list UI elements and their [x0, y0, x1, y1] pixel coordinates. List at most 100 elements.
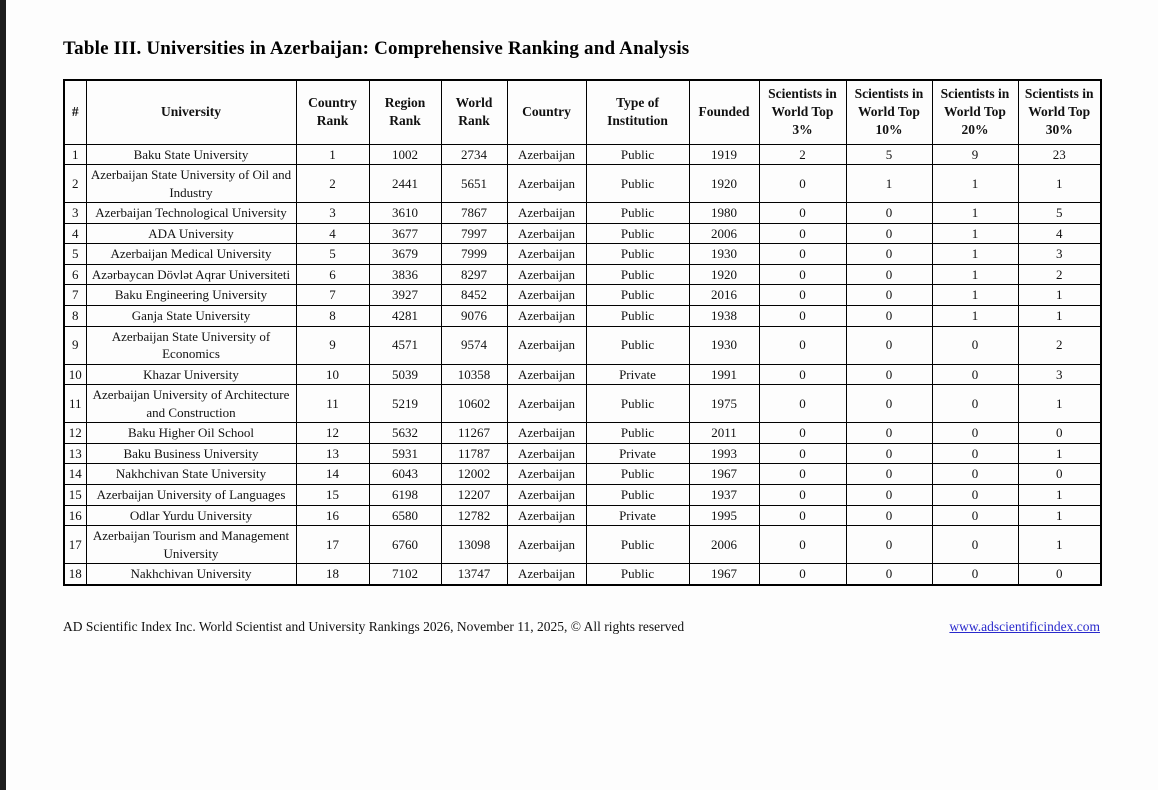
cell-: 2 — [63, 164, 87, 204]
cell-region-rank: 5039 — [368, 363, 442, 386]
cell-region-rank: 3677 — [368, 222, 442, 245]
cell-country-rank: 10 — [295, 363, 370, 386]
cell-scientists-in-world-top-30: 2 — [1017, 325, 1102, 365]
cell-scientists-in-world-top-10: 0 — [845, 525, 933, 565]
cell-type-of-institution: Public — [585, 222, 690, 245]
cell-world-rank: 7999 — [440, 243, 508, 265]
cell-country-rank: 7 — [295, 284, 370, 307]
cell-scientists-in-world-top-20: 1 — [931, 222, 1019, 245]
cell-scientists-in-world-top-30: 4 — [1017, 222, 1102, 245]
cell-founded: 2006 — [688, 525, 760, 565]
cell-country: Azerbaijan — [506, 263, 587, 286]
cell-country: Azerbaijan — [506, 202, 587, 224]
cell-: 14 — [63, 463, 87, 485]
cell-: 6 — [63, 263, 87, 286]
cell-university: Odlar Yurdu University — [85, 504, 297, 527]
table-row: 16 Odlar Yurdu University 16 6580 12782 Azerb… — [63, 504, 1102, 527]
cell-scientists-in-world-top-30: 0 — [1017, 422, 1102, 444]
cell-: 5 — [63, 243, 87, 265]
cell-type-of-institution: Public — [585, 463, 690, 485]
cell-region-rank: 6580 — [368, 504, 442, 527]
cell-world-rank: 10358 — [440, 363, 508, 386]
cell-country: Azerbaijan — [506, 384, 587, 424]
cell-scientists-in-world-top-20: 0 — [931, 483, 1019, 506]
cell-scientists-in-world-top-20: 0 — [931, 563, 1019, 586]
cell-scientists-in-world-top-20: 0 — [931, 325, 1019, 365]
cell-scientists-in-world-top-20: 0 — [931, 463, 1019, 485]
cell-region-rank: 3679 — [368, 243, 442, 265]
column-header-5: Country — [506, 79, 587, 145]
cell-type-of-institution: Public — [585, 525, 690, 565]
cell-founded: 1919 — [688, 143, 760, 166]
cell-region-rank: 1002 — [368, 143, 442, 166]
cell-world-rank: 9574 — [440, 325, 508, 365]
cell-founded: 1967 — [688, 463, 760, 485]
footer-website-link[interactable]: www.adscientificindex.com — [949, 618, 1100, 634]
cell-region-rank: 5632 — [368, 422, 442, 444]
cell-scientists-in-world-top-20: 9 — [931, 143, 1019, 166]
cell-university: Nakhchivan State University — [85, 463, 297, 485]
cell-type-of-institution: Private — [585, 442, 690, 465]
cell-country-rank: 4 — [295, 222, 370, 245]
cell-scientists-in-world-top-3: 0 — [758, 422, 847, 444]
cell-scientists-in-world-top-10: 5 — [845, 143, 933, 166]
cell-country: Azerbaijan — [506, 442, 587, 465]
cell-scientists-in-world-top-10: 0 — [845, 463, 933, 485]
cell-: 9 — [63, 325, 87, 365]
cell-region-rank: 6043 — [368, 463, 442, 485]
cell-country: Azerbaijan — [506, 243, 587, 265]
cell-university: Azerbaijan State University of Oil and I… — [85, 164, 297, 204]
cell-scientists-in-world-top-10: 0 — [845, 384, 933, 424]
cell-: 1 — [63, 143, 87, 166]
column-header-2: Country Rank — [295, 79, 370, 145]
cell-country-rank: 2 — [295, 164, 370, 204]
cell-type-of-institution: Public — [585, 483, 690, 506]
cell-country: Azerbaijan — [506, 563, 587, 586]
cell-type-of-institution: Public — [585, 143, 690, 166]
cell-scientists-in-world-top-10: 0 — [845, 243, 933, 265]
cell-world-rank: 8297 — [440, 263, 508, 286]
column-header-8: Scientists in World Top 3% — [758, 79, 847, 145]
cell-world-rank: 9076 — [440, 305, 508, 327]
cell-university: Azerbaijan University of Architecture an… — [85, 384, 297, 424]
cell-country-rank: 16 — [295, 504, 370, 527]
cell-: 15 — [63, 483, 87, 506]
cell-scientists-in-world-top-3: 0 — [758, 305, 847, 327]
cell-scientists-in-world-top-20: 0 — [931, 363, 1019, 386]
cell-university: Baku State University — [85, 143, 297, 166]
cell-scientists-in-world-top-3: 0 — [758, 325, 847, 365]
cell-country-rank: 17 — [295, 525, 370, 565]
cell-scientists-in-world-top-20: 0 — [931, 384, 1019, 424]
cell-scientists-in-world-top-10: 0 — [845, 504, 933, 527]
cell-scientists-in-world-top-10: 0 — [845, 222, 933, 245]
cell-scientists-in-world-top-3: 0 — [758, 483, 847, 506]
cell-: 3 — [63, 202, 87, 224]
cell-world-rank: 8452 — [440, 284, 508, 307]
table-row: 1 Baku State University 1 1002 2734 Azerbaija… — [63, 143, 1102, 166]
cell-scientists-in-world-top-20: 1 — [931, 284, 1019, 307]
cell-country-rank: 1 — [295, 143, 370, 166]
table-row: 8 Ganja State University 8 4281 9076 Azerbaij… — [63, 305, 1102, 327]
cell-founded: 1937 — [688, 483, 760, 506]
cell-scientists-in-world-top-3: 0 — [758, 363, 847, 386]
column-header-10: Scientists in World Top 20% — [931, 79, 1019, 145]
cell-region-rank: 6198 — [368, 483, 442, 506]
table-row: 11 Azerbaijan University of Architecture … — [63, 384, 1102, 424]
cell-scientists-in-world-top-3: 0 — [758, 525, 847, 565]
cell-founded: 1993 — [688, 442, 760, 465]
footer-copyright-text: AD Scientific Index Inc. World Scientist… — [63, 618, 685, 634]
cell-university: Baku Engineering University — [85, 284, 297, 307]
cell-country: Azerbaijan — [506, 143, 587, 166]
cell-region-rank: 4281 — [368, 305, 442, 327]
cell-founded: 1938 — [688, 305, 760, 327]
cell-country: Azerbaijan — [506, 463, 587, 485]
table-row: 12 Baku Higher Oil School 12 5632 11267 Azerb… — [63, 422, 1102, 444]
page-left-margin-strip — [0, 0, 6, 790]
cell-scientists-in-world-top-30: 1 — [1017, 164, 1102, 204]
table-row: 6 Azərbaycan Dövlət Aqrar Universiteti 6 38… — [63, 263, 1102, 286]
cell-world-rank: 12002 — [440, 463, 508, 485]
table-title: Table III. Universities in Azerbaijan: C… — [63, 38, 690, 59]
cell-scientists-in-world-top-30: 0 — [1017, 563, 1102, 586]
column-header-11: Scientists in World Top 30% — [1017, 79, 1102, 145]
cell-country-rank: 11 — [295, 384, 370, 424]
